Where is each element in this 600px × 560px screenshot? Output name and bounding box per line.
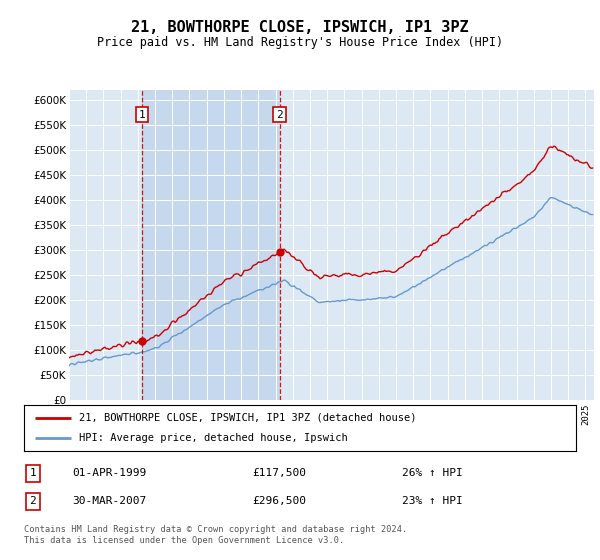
Text: 26% ↑ HPI: 26% ↑ HPI — [402, 468, 463, 478]
Text: 1: 1 — [29, 468, 37, 478]
Text: 21, BOWTHORPE CLOSE, IPSWICH, IP1 3PZ: 21, BOWTHORPE CLOSE, IPSWICH, IP1 3PZ — [131, 20, 469, 35]
Text: 30-MAR-2007: 30-MAR-2007 — [72, 496, 146, 506]
Bar — [142, 90, 280, 400]
Text: 1: 1 — [139, 110, 146, 120]
Text: HPI: Average price, detached house, Ipswich: HPI: Average price, detached house, Ipsw… — [79, 433, 348, 443]
Text: £296,500: £296,500 — [252, 496, 306, 506]
Text: £117,500: £117,500 — [252, 468, 306, 478]
Text: 2: 2 — [276, 110, 283, 120]
Text: 21, BOWTHORPE CLOSE, IPSWICH, IP1 3PZ (detached house): 21, BOWTHORPE CLOSE, IPSWICH, IP1 3PZ (d… — [79, 413, 416, 423]
Text: Contains HM Land Registry data © Crown copyright and database right 2024.
This d: Contains HM Land Registry data © Crown c… — [24, 525, 407, 545]
Text: Price paid vs. HM Land Registry's House Price Index (HPI): Price paid vs. HM Land Registry's House … — [97, 36, 503, 49]
Text: 2: 2 — [29, 496, 37, 506]
Text: 01-APR-1999: 01-APR-1999 — [72, 468, 146, 478]
Text: 23% ↑ HPI: 23% ↑ HPI — [402, 496, 463, 506]
